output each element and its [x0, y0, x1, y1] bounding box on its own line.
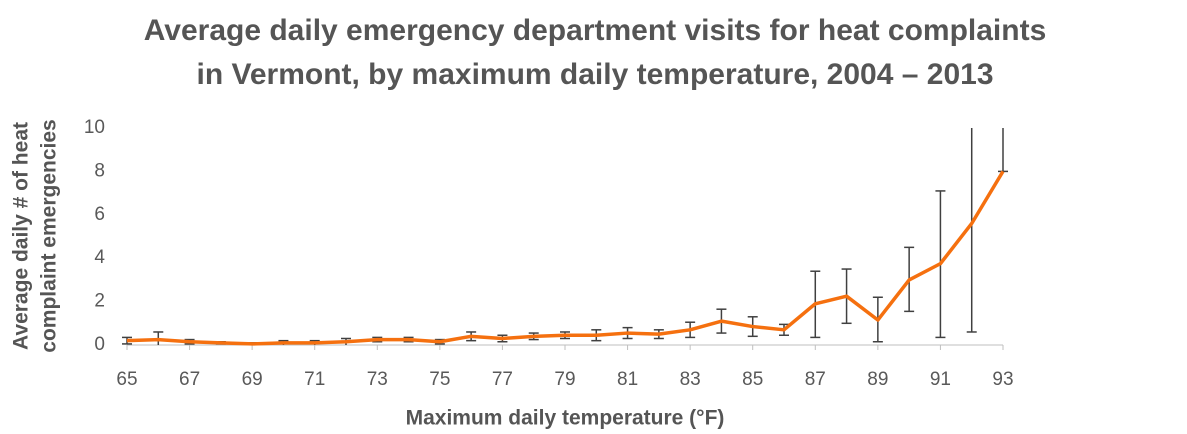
x-tick-label: 89: [867, 369, 888, 390]
data-line: [126, 170, 1005, 346]
x-tick-label: 91: [930, 369, 951, 390]
x-tick-label: 69: [242, 369, 263, 390]
y-axis-label: Average daily # of heat: [10, 122, 33, 350]
x-tick-label: 85: [742, 369, 763, 390]
x-tick-label: 79: [554, 369, 575, 390]
y-tick-label: 0: [94, 334, 105, 355]
x-tick-label: 67: [179, 369, 200, 390]
y-tick-label: 10: [84, 117, 105, 138]
x-tick-label: 75: [429, 369, 450, 390]
y-axis-label: complaint emergencies: [38, 119, 61, 352]
x-tick-label: 93: [992, 369, 1013, 390]
x-tick-label: 83: [680, 369, 701, 390]
x-tick-label: 77: [492, 369, 513, 390]
x-tick-label: 73: [367, 369, 388, 390]
x-tick-label: 87: [805, 369, 826, 390]
y-axis-label-group: Average daily # of heat complaint emerge…: [10, 119, 61, 352]
x-tick-label: 65: [116, 369, 137, 390]
x-axis-label: Maximum daily temperature (°F): [406, 407, 725, 430]
y-tick-label: 2: [94, 291, 105, 312]
chart-title: Average daily emergency department visit…: [144, 14, 1047, 47]
y-tick-label: 4: [94, 247, 105, 268]
y-tick-label: 6: [94, 204, 105, 225]
x-tick-label: 71: [304, 369, 325, 390]
y-tick-label: 8: [94, 160, 105, 181]
x-tick-label: 81: [617, 369, 638, 390]
chart-title: in Vermont, by maximum daily temperature…: [196, 58, 993, 91]
